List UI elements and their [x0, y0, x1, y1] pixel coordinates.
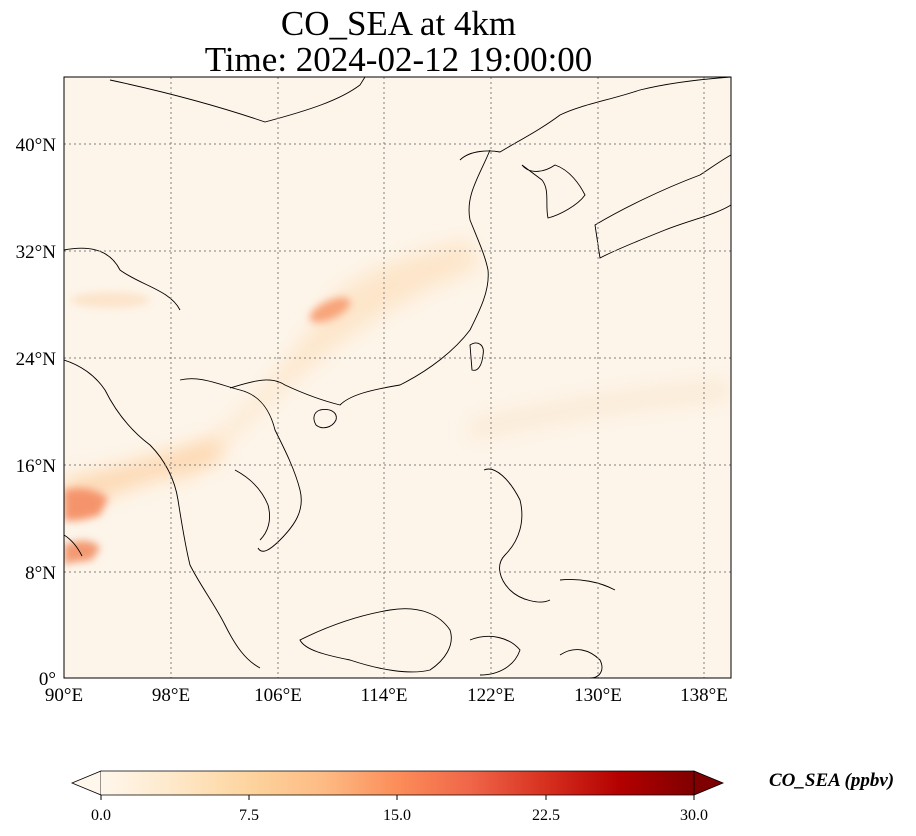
- colorbar-max-extension: [693, 770, 725, 796]
- gridlines: [64, 77, 731, 678]
- concentration-field: [64, 240, 731, 565]
- map-timestamp: Time: 2024-02-12 19:00:00: [204, 40, 593, 79]
- lat-tick-label: 16°N: [16, 456, 57, 477]
- lat-tick-label: 0°: [39, 669, 56, 690]
- colorbar-tick-label: 7.5: [239, 807, 259, 824]
- colorbar-min-extension: [70, 770, 102, 796]
- map-background: [64, 77, 731, 678]
- colorbar-title: CO_SEA (ppbv): [769, 770, 895, 791]
- lat-tick-label: 40°N: [16, 135, 57, 156]
- map-frame: [63, 76, 732, 679]
- lon-tick-label: 114°E: [361, 685, 408, 706]
- lon-tick-label: 130°E: [574, 685, 622, 706]
- colorbar-gradient: [101, 771, 694, 795]
- coastlines: [64, 77, 731, 678]
- lon-tick-label: 106°E: [254, 685, 302, 706]
- colorbar-tick-label: 22.5: [532, 807, 560, 824]
- lat-tick-label: 32°N: [16, 242, 57, 263]
- colorbar: 0.0 7.5 15.0 22.5 30.0: [70, 770, 725, 824]
- lon-tick-label: 90°E: [45, 685, 83, 706]
- lon-tick-label: 98°E: [152, 685, 190, 706]
- lon-tick-label: 138°E: [680, 685, 728, 706]
- colorbar-tick-label: 0.0: [91, 807, 111, 824]
- map-title: CO_SEA at 4km: [280, 4, 517, 43]
- lat-tick-label: 24°N: [16, 349, 57, 370]
- lat-tick-label: 8°N: [25, 563, 56, 584]
- colorbar-tick-label: 15.0: [383, 807, 411, 824]
- colorbar-tick-label: 30.0: [680, 807, 708, 824]
- lon-tick-label: 122°E: [467, 685, 515, 706]
